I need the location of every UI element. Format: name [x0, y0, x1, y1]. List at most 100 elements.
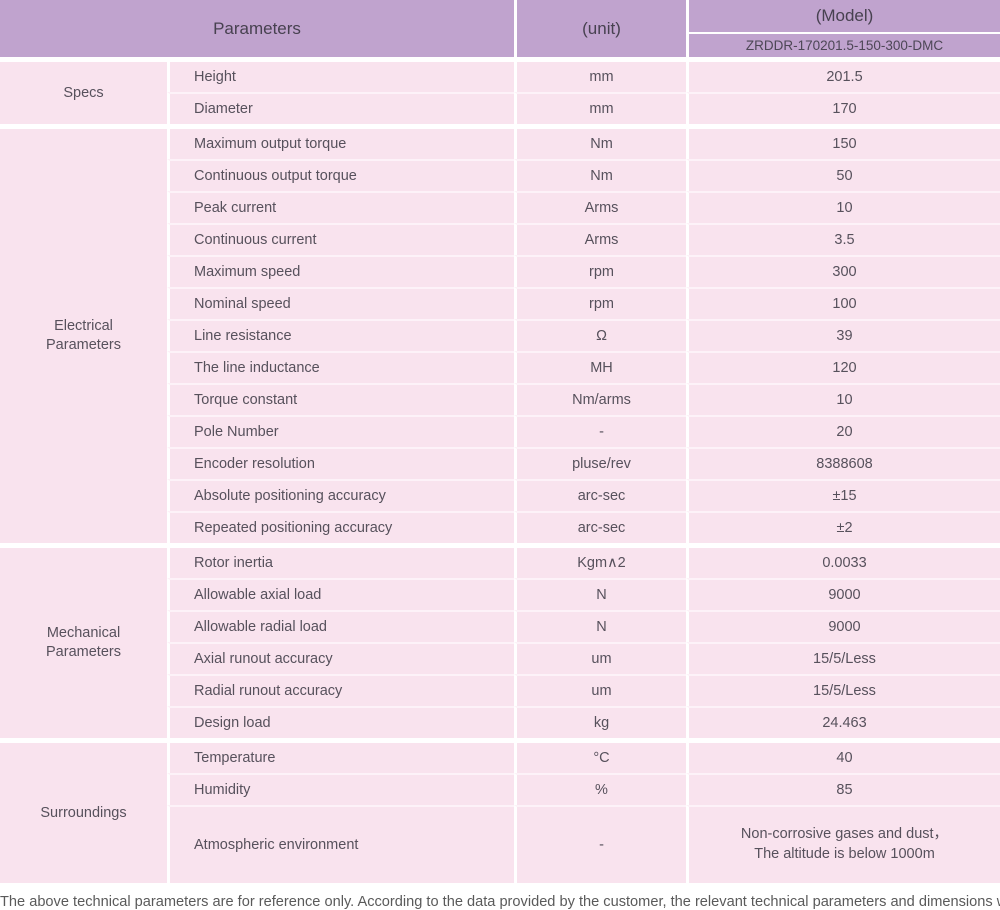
value-cell: 85 — [686, 773, 1000, 805]
table-row: The line inductance MH 120 — [0, 351, 1000, 383]
table-row: Axial runout accuracy um 15/5/Less — [0, 642, 1000, 674]
unit-cell: Kgm∧2 — [514, 543, 686, 578]
unit-cell: °C — [514, 738, 686, 773]
unit-cell: arc-sec — [514, 479, 686, 511]
table-row: Mechanical Parameters Rotor inertia Kgm∧… — [0, 543, 1000, 738]
value-cell: 201.5 — [686, 57, 1000, 92]
unit-cell: kg — [514, 706, 686, 738]
param-cell: Height — [167, 57, 514, 92]
parameters-header: Parameters — [0, 0, 514, 57]
value-cell: 24.463 — [686, 706, 1000, 738]
value-line-1: Non-corrosive gases and dust， — [740, 826, 949, 843]
value-cell: 15/5/Less — [686, 674, 1000, 706]
param-cell: Line resistance — [167, 319, 514, 351]
value-cell: 150 — [686, 124, 1000, 159]
param-cell: Radial runout accuracy — [167, 674, 514, 706]
value-cell: 20 — [686, 415, 1000, 447]
unit-cell: Nm/arms — [514, 383, 686, 415]
param-cell: Torque constant — [167, 383, 514, 415]
param-cell: Continuous current — [167, 223, 514, 255]
param-cell: Diameter — [167, 92, 514, 124]
unit-cell: MH — [514, 351, 686, 383]
unit-cell: - — [514, 415, 686, 447]
param-cell: Atmospheric environment — [167, 805, 514, 883]
unit-cell: % — [514, 773, 686, 805]
model-header: (Model) — [686, 0, 1000, 32]
table-row: Allowable radial load N 9000 — [0, 610, 1000, 642]
value-cell: 170 — [686, 92, 1000, 124]
unit-cell: um — [514, 642, 686, 674]
unit-cell: N — [514, 610, 686, 642]
section-label-mechanical: Mechanical Parameters — [0, 543, 167, 738]
table-row: Continuous current Arms 3.5 — [0, 223, 1000, 255]
unit-cell: Ω — [514, 319, 686, 351]
unit-cell: Arms — [514, 223, 686, 255]
value-cell: Non-corrosive gases and dust， The altitu… — [686, 805, 1000, 883]
section-label-specs: Specs — [0, 57, 167, 124]
value-cell: 9000 — [686, 578, 1000, 610]
param-cell: Peak current — [167, 191, 514, 223]
value-cell: 50 — [686, 159, 1000, 191]
unit-cell: N — [514, 578, 686, 610]
param-cell: Maximum output torque — [167, 124, 514, 159]
table-row: Atmospheric environment - Non-corrosive … — [0, 805, 1000, 883]
param-cell: Allowable radial load — [167, 610, 514, 642]
table-row: Diameter mm 170 — [0, 92, 1000, 124]
section-label-surroundings: Surroundings — [0, 738, 167, 883]
table-row: Repeated positioning accuracy arc-sec ±2 — [0, 511, 1000, 543]
footer-note: The above technical parameters are for r… — [0, 894, 1000, 910]
table-row: Peak current Arms 10 — [0, 191, 1000, 223]
section-label-electrical: Electrical Parameters — [0, 124, 167, 543]
unit-cell: pluse/rev — [514, 447, 686, 479]
value-cell: 15/5/Less — [686, 642, 1000, 674]
table-header-row-1: Parameters (unit) (Model) — [0, 0, 1000, 57]
table-row: Design load kg 24.463 — [0, 706, 1000, 738]
table-row: Allowable axial load N 9000 — [0, 578, 1000, 610]
table-row: Maximum speed rpm 300 — [0, 255, 1000, 287]
table-row: Pole Number - 20 — [0, 415, 1000, 447]
unit-cell: um — [514, 674, 686, 706]
table-row: Surroundings Temperature °C 40 — [0, 738, 1000, 883]
param-cell: The line inductance — [167, 351, 514, 383]
value-cell: ±2 — [686, 511, 1000, 543]
param-cell: Axial runout accuracy — [167, 642, 514, 674]
value-cell: 3.5 — [686, 223, 1000, 255]
table-row: Continuous output torque Nm 50 — [0, 159, 1000, 191]
value-cell: 9000 — [686, 610, 1000, 642]
value-cell: 300 — [686, 255, 1000, 287]
value-cell: 100 — [686, 287, 1000, 319]
parameters-table: Parameters (unit) (Model) ZRDDR-170201.5… — [0, 0, 1000, 883]
table-row: Specs Height mm 201.5 — [0, 57, 1000, 124]
unit-cell: Nm — [514, 124, 686, 159]
param-cell: Humidity — [167, 773, 514, 805]
table-row: Electrical Parameters Maximum output tor… — [0, 124, 1000, 543]
table-row: Humidity % 85 — [0, 773, 1000, 805]
param-cell: Temperature — [167, 738, 514, 773]
unit-cell: mm — [514, 57, 686, 92]
value-cell: 39 — [686, 319, 1000, 351]
unit-cell: - — [514, 805, 686, 883]
param-cell: Allowable axial load — [167, 578, 514, 610]
value-line-2: The altitude is below 1000m — [754, 846, 935, 862]
table-row: Absolute positioning accuracy arc-sec ±1… — [0, 479, 1000, 511]
value-cell: 120 — [686, 351, 1000, 383]
table-row: Nominal speed rpm 100 — [0, 287, 1000, 319]
unit-cell: rpm — [514, 255, 686, 287]
table-row: Radial runout accuracy um 15/5/Less — [0, 674, 1000, 706]
table-row: Encoder resolution pluse/rev 8388608 — [0, 447, 1000, 479]
param-cell: Rotor inertia — [167, 543, 514, 578]
value-cell: 8388608 — [686, 447, 1000, 479]
value-cell: 40 — [686, 738, 1000, 773]
value-cell: ±15 — [686, 479, 1000, 511]
value-cell: 10 — [686, 383, 1000, 415]
unit-cell: Nm — [514, 159, 686, 191]
unit-cell: Arms — [514, 191, 686, 223]
param-cell: Design load — [167, 706, 514, 738]
value-cell: 10 — [686, 191, 1000, 223]
model-number: ZRDDR-170201.5-150-300-DMC — [686, 32, 1000, 57]
param-cell: Absolute positioning accuracy — [167, 479, 514, 511]
table-header-row-2: ZRDDR-170201.5-150-300-DMC — [0, 32, 1000, 57]
param-cell: Repeated positioning accuracy — [167, 511, 514, 543]
unit-cell: rpm — [514, 287, 686, 319]
